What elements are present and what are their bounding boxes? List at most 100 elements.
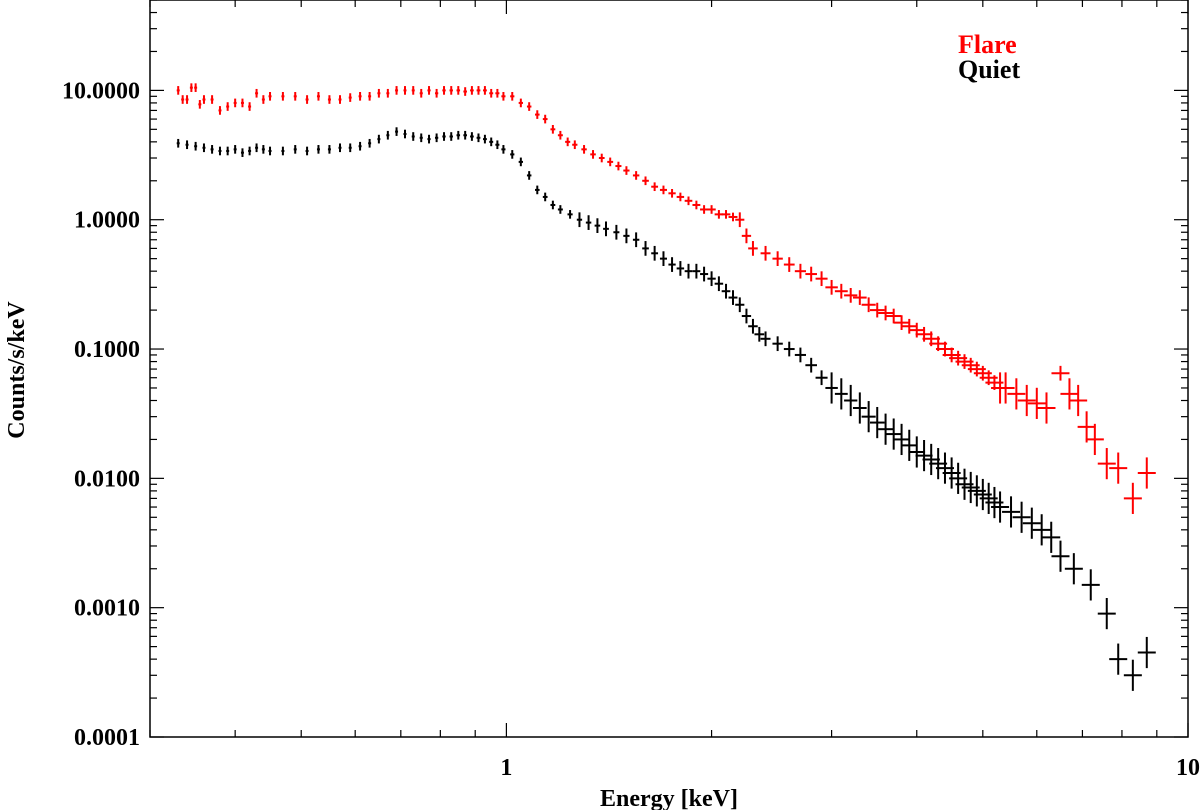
data-point [198,100,202,109]
data-point [348,93,352,102]
data-point [327,145,331,154]
data-point [794,263,807,279]
data-point [1097,448,1116,480]
data-point [1077,411,1096,443]
data-point [1051,540,1070,572]
data-point [585,215,592,230]
data-point [248,102,252,111]
series-layer [176,83,1156,691]
data-point [463,87,467,96]
data-point [482,134,487,144]
data-point [760,331,771,347]
data-point [754,326,765,342]
data-point [233,98,237,108]
data-point [293,145,297,154]
data-point [403,129,407,139]
data-point [348,143,352,153]
data-point [684,196,693,206]
data-point [377,134,381,144]
data-point [668,188,676,198]
data-point [534,185,540,195]
data-point [240,98,244,108]
data-point [721,210,731,219]
data-point [783,257,795,272]
data-point [915,439,933,472]
data-point [1123,482,1142,514]
data-point [735,297,745,313]
data-point [805,357,817,373]
series-flare [176,83,1156,514]
data-point [427,134,431,144]
data-point [476,133,481,143]
data-point [794,347,807,363]
data-point [760,245,771,261]
data-point [1064,553,1083,585]
data-point [327,95,331,104]
y-tick-label: 1.0000 [74,208,140,234]
data-point [176,86,180,95]
data-point [844,288,858,303]
data-point [728,290,738,305]
data-point [395,86,399,95]
data-point [358,91,362,101]
data-point [676,192,685,202]
data-point [293,91,297,101]
y-tick-label: 0.1000 [74,337,140,363]
data-point [218,106,222,115]
data-point [534,110,540,119]
data-point [495,140,500,150]
data-point [908,436,926,468]
data-point [248,146,252,156]
data-point [368,91,372,101]
data-point [1081,569,1100,601]
data-point [181,95,185,104]
data-point [893,315,910,330]
y-tick-label: 0.0001 [74,725,140,751]
data-point [557,130,563,140]
data-point [1007,378,1026,410]
data-point [623,228,630,244]
data-point [692,200,701,210]
data-point [1109,452,1128,484]
data-point [741,308,752,324]
data-point [613,224,620,240]
data-point [1137,457,1156,489]
data-point [550,124,556,134]
data-point [861,297,876,313]
y-tick-label: 0.0010 [74,596,140,622]
data-point [1109,643,1128,675]
data-point [442,132,446,141]
data-point [386,130,390,140]
series-quiet [176,127,1156,691]
data-point [632,232,640,248]
data-point [495,88,500,98]
y-axis-ticks: 0.0001 0.0010 0.0100 0.1000 1.0000 10.0000 [62,0,1188,751]
data-point [194,141,198,151]
data-point [542,192,548,202]
data-point [185,140,189,150]
data-point [1137,636,1156,669]
data-point [748,241,758,256]
data-point [449,86,453,95]
data-point [1097,598,1116,630]
data-point [878,305,894,321]
x-tick-label: 10 [1176,755,1200,781]
data-point [869,302,885,318]
data-point [518,98,524,108]
data-point [642,241,649,256]
data-point [305,146,309,156]
data-point [565,137,571,147]
data-point [861,401,876,433]
data-point [772,336,783,352]
data-point [815,271,828,287]
data-point [358,141,362,151]
data-point [449,132,453,141]
x-axis-title: Energy [keV] [600,786,738,810]
data-point [255,88,259,98]
data-point [338,143,342,153]
data-point [368,138,372,148]
data-point [642,176,649,186]
data-point [692,263,701,279]
data-point [542,114,548,124]
data-point [741,228,752,244]
